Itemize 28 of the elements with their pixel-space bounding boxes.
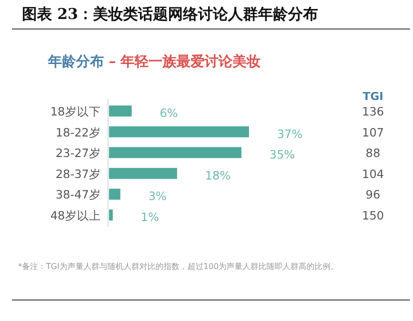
subtitle: 年龄分布 – 年轻一族最爱讨论美妆 bbox=[48, 54, 261, 70]
text: 96 bbox=[366, 188, 380, 202]
bar bbox=[109, 106, 132, 116]
y-tick-label: 23-27岁 bbox=[56, 146, 101, 160]
text: 104 bbox=[362, 166, 384, 181]
text: 88 bbox=[366, 146, 380, 160]
text: TGI bbox=[362, 90, 384, 103]
text: *备注：TGI为声量人群与随机人群对比的指数，超过100为声量人群比随即人群高的比例。 bbox=[18, 262, 340, 272]
data-label: 3% bbox=[148, 189, 167, 204]
bar bbox=[109, 188, 120, 200]
y-tick-label: 28-37岁 bbox=[56, 166, 101, 181]
bar bbox=[109, 147, 242, 158]
text: 136 bbox=[362, 104, 384, 118]
data-label: 1% bbox=[140, 210, 160, 224]
data-label: 6% bbox=[160, 106, 178, 120]
y-tick-label: 18岁以下 bbox=[50, 104, 101, 118]
y-tick-label: 38-47岁 bbox=[56, 188, 101, 202]
data-label: 18% bbox=[205, 168, 231, 182]
bar bbox=[109, 168, 178, 179]
data-label: 37% bbox=[277, 126, 303, 141]
data-label: 35% bbox=[269, 148, 296, 162]
y-tick-label: 48岁以上 bbox=[50, 208, 101, 222]
y-tick-label: 18-22岁 bbox=[56, 125, 101, 140]
bar bbox=[109, 210, 113, 220]
text: 150 bbox=[362, 208, 384, 222]
title: 图表 23：美妆类话题网络讨论人群年龄分布 bbox=[22, 5, 318, 23]
bar bbox=[109, 126, 249, 138]
text: 107 bbox=[362, 125, 384, 140]
